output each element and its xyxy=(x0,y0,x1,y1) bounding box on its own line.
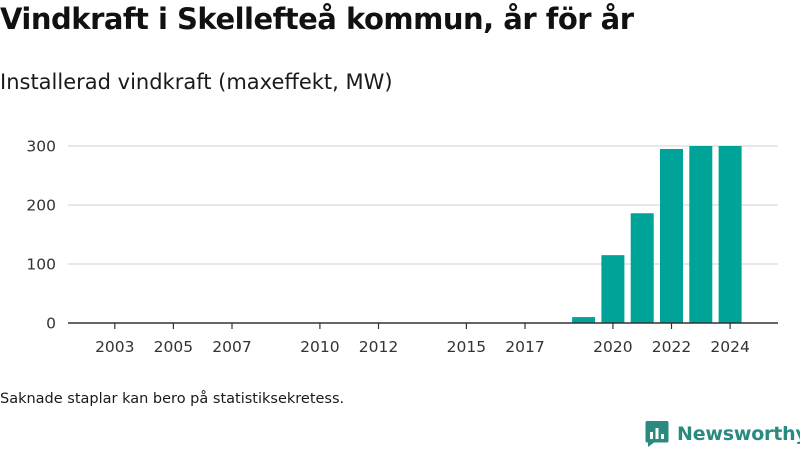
x-tick-label: 2007 xyxy=(212,338,251,356)
bar-2023 xyxy=(689,146,713,323)
x-tick-label: 2015 xyxy=(447,338,486,356)
bar-2022 xyxy=(660,148,683,323)
chart-subtitle: Installerad vindkraft (maxeffekt, MW) xyxy=(0,70,393,94)
x-tick-label: 2012 xyxy=(359,338,398,356)
bar-2020 xyxy=(601,255,625,323)
x-tick-label: 2020 xyxy=(593,338,632,356)
x-tick-label: 2003 xyxy=(95,338,134,356)
gridlines xyxy=(68,145,778,265)
x-tick-label: 2005 xyxy=(154,338,193,356)
bar-2019 xyxy=(572,317,596,323)
tick-labels: 0 100 200 300 2003 2005 2007 2010 2012 2015 2017 20… xyxy=(26,138,749,357)
bar-chart: 0 100 200 300 2003 2005 2007 2010 2012 2015 2017 20… xyxy=(26,138,778,357)
chart-title: Vindkraft i Skellefteå kommun, år för år xyxy=(0,2,634,36)
y-tick-label: 0 xyxy=(46,315,56,333)
y-tick-label: 100 xyxy=(26,256,56,274)
bar-2021 xyxy=(630,213,654,323)
x-tick-label: 2022 xyxy=(652,338,691,356)
newsworthy-logo-icon xyxy=(645,421,669,447)
brand-name: Newsworthy xyxy=(677,423,800,445)
y-tick-label: 200 xyxy=(26,197,56,215)
axes xyxy=(68,322,778,329)
x-tick-label: 2024 xyxy=(710,338,749,356)
bar-2024 xyxy=(718,146,742,323)
x-tick-label: 2017 xyxy=(505,338,544,356)
bars xyxy=(572,146,742,323)
x-tick-label: 2010 xyxy=(300,338,339,356)
y-tick-label: 300 xyxy=(26,138,56,156)
footnote: Saknade staplar kan bero på statistiksek… xyxy=(0,391,345,407)
brand-logo: Newsworthy xyxy=(645,420,800,448)
